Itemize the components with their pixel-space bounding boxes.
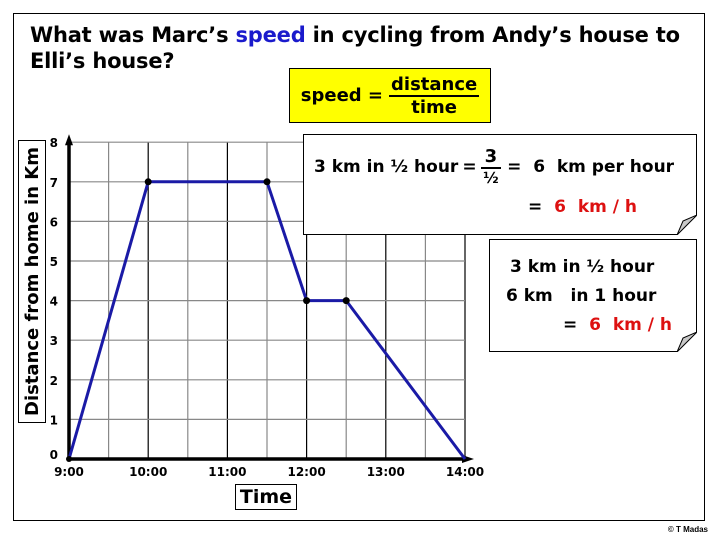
note1-line2: = 6 km / h xyxy=(528,197,637,217)
data-point xyxy=(303,297,311,305)
y-tick-label: 0 xyxy=(50,448,58,462)
y-axis-label-box: Distance from home in Km xyxy=(18,140,46,423)
note2-line3-equals: = xyxy=(563,315,578,335)
formula-numerator: distance xyxy=(389,73,480,97)
note1-denominator: ½ xyxy=(483,169,499,187)
x-tick-label: 12:00 xyxy=(287,465,325,479)
title-highlight-speed: speed xyxy=(235,23,306,47)
note1-lhs: 3 km in ½ hour xyxy=(314,157,459,177)
slide-frame xyxy=(13,13,705,521)
y-tick-label: 3 xyxy=(50,334,58,348)
x-tick-label: 14:00 xyxy=(446,465,484,479)
note1-equals: = xyxy=(462,157,477,177)
x-tick-label: 10:00 xyxy=(129,465,167,479)
formula-denominator: time xyxy=(411,96,457,118)
note1-fraction: 3 ½ xyxy=(480,147,502,187)
y-tick-label: 4 xyxy=(50,295,58,309)
x-tick-label: 13:00 xyxy=(367,465,405,479)
note2-line1: 3 km in ½ hour xyxy=(510,257,655,277)
question-title: What was Marc’s speed in cycling from An… xyxy=(30,22,710,74)
title-prefix: What was Marc’s xyxy=(30,23,236,47)
calculation-note-1: 3 km in ½ hour = 3 ½ = 6 km per hour = 6… xyxy=(303,134,697,235)
note2-answer: 6 km / h xyxy=(589,315,673,335)
x-axis-label-box: Time xyxy=(235,484,297,510)
page-curl-icon xyxy=(677,332,697,352)
formula-fraction: distance time xyxy=(389,73,480,118)
note1-numerator: 3 xyxy=(480,147,502,169)
speed-formula-box: speed = distance time xyxy=(289,68,491,123)
y-axis-label: Distance from home in Km xyxy=(21,147,43,416)
data-point xyxy=(144,178,152,186)
note2-line2: 6 km in 1 hour xyxy=(506,286,657,306)
x-axis-label: Time xyxy=(239,486,293,508)
title-suffix: in cycling from Andy’s house to Elli’s h… xyxy=(30,23,680,73)
y-tick-label: 6 xyxy=(50,215,58,229)
note1-line2-equals: = xyxy=(528,197,543,217)
note1-answer: 6 km / h xyxy=(554,197,638,217)
journey-line xyxy=(67,180,467,460)
copyright-text: © T Madas xyxy=(667,525,708,534)
x-tick-label: 11:00 xyxy=(208,465,246,479)
y-tick-label: 2 xyxy=(50,374,58,388)
y-tick-label: 7 xyxy=(50,176,58,190)
y-axis-arrow-icon xyxy=(65,134,73,146)
note1-result: = 6 km per hour xyxy=(507,157,675,177)
y-tick-label: 5 xyxy=(50,255,58,269)
data-point xyxy=(263,178,271,186)
data-point xyxy=(342,297,350,305)
note1-line1: 3 km in ½ hour = 3 ½ = 6 km per hour xyxy=(314,147,675,188)
x-tick-label: 9:00 xyxy=(54,465,84,479)
calculation-note-2: 3 km in ½ hour 6 km in 1 hour = 6 km / h xyxy=(489,239,697,352)
page-curl-icon xyxy=(677,215,697,235)
data-point-origin xyxy=(66,456,72,462)
y-tick-label: 8 xyxy=(50,136,58,150)
y-tick-label: 1 xyxy=(50,413,58,427)
note2-line3: = 6 km / h xyxy=(563,315,672,335)
formula-lhs: speed = xyxy=(300,85,384,106)
